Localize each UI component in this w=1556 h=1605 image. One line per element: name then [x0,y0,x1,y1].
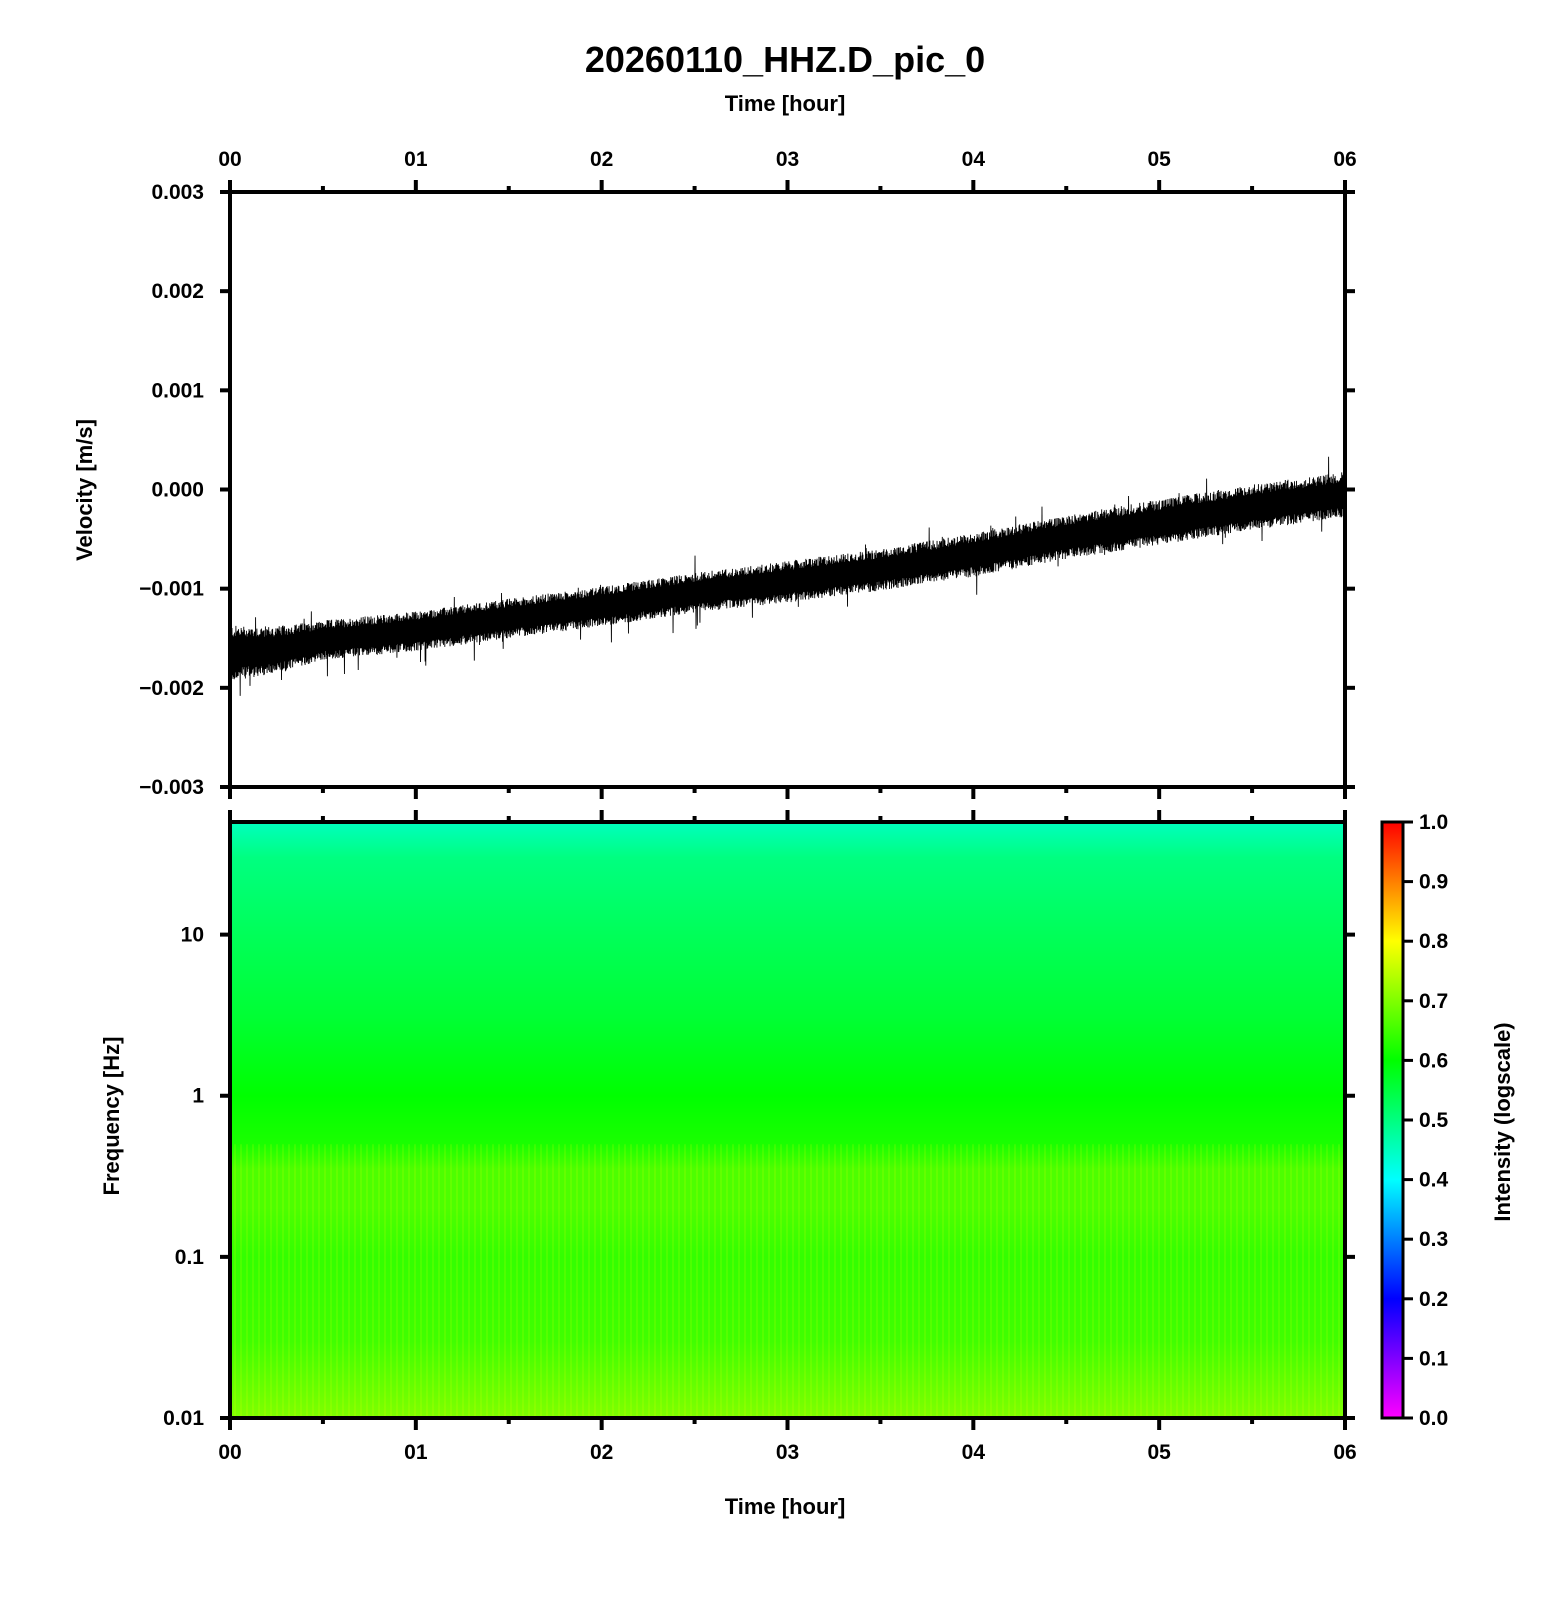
colorbar-gradient [1380,820,1405,1420]
bottom-x-tick-label: 05 [1147,1441,1171,1464]
colorbar-tick-label: 0.6 [1419,1049,1448,1072]
bottom-x-tick-label: 04 [962,1441,986,1464]
colorbar-tick-label: 0.7 [1419,990,1448,1013]
top-x-tick-label: 02 [590,148,613,171]
spectrogram-y-tick-label: 10 [181,924,204,947]
colorbar-label: Intensity (logscale) [1490,1022,1515,1221]
velocity-trace [229,456,1346,696]
colorbar-tick-label: 0.8 [1419,930,1449,953]
seismogram-y-tick-label: 0.000 [151,479,204,502]
colorbar-tick-label: 0.9 [1419,871,1448,894]
spectrogram-y-tick-label: 0.1 [175,1246,205,1269]
seismogram-panel: 0.003 0.002 0.001 0.000 −0.001 −0.002 −0.003 00… [139,148,1357,799]
bottom-x-tick-label: 00 [218,1441,241,1464]
chart-title: 20260110_HHZ.D_pic_0 [585,39,985,80]
seismogram-y-tick-label: −0.001 [139,578,204,601]
seismogram-y-axis-label: Velocity [m/s] [72,419,97,561]
top-x-tick-label: 00 [218,148,241,171]
spectrogram-panel: 10 1 0.1 0.01 00 01 02 03 04 05 06 [163,810,1357,1464]
colorbar-tick-label: 0.4 [1419,1169,1449,1192]
bottom-x-tick-label: 06 [1333,1441,1356,1464]
seismogram-frame [228,190,1347,789]
spectrogram-y-axis-label: Frequency [Hz] [99,1037,124,1196]
colorbar-tick-label: 0.1 [1419,1347,1449,1370]
colorbar-tick-label: 0.2 [1419,1288,1448,1311]
top-x-tick-label: 01 [404,148,428,171]
seismogram-y-tick-label: 0.001 [151,379,204,402]
bottom-x-axis-label: Time [hour] [725,1494,846,1519]
colorbar: 1.0 0.9 0.8 0.7 0.6 0.5 0.4 0.3 0.2 0.1 0.0 [1380,811,1449,1430]
colorbar-tick-label: 0.0 [1419,1407,1448,1430]
spectrogram-y-tick-label: 1 [192,1085,204,1108]
top-x-tick-label: 06 [1333,148,1356,171]
top-x-tick-label: 03 [776,148,799,171]
colorbar-tick-label: 0.5 [1419,1109,1449,1132]
top-x-tick-label: 05 [1147,148,1171,171]
colorbar-tick-label: 0.3 [1419,1228,1448,1251]
bottom-x-tick-label: 02 [590,1441,613,1464]
spectrogram-texture [230,1144,1345,1418]
spectrogram-y-tick-label: 0.01 [163,1407,204,1430]
seismogram-y-tick-label: −0.003 [139,776,204,799]
top-x-axis-label: Time [hour] [725,91,846,116]
top-x-tick-label: 04 [962,148,986,171]
seismogram-y-tick-label: −0.002 [139,677,204,700]
seismogram-y-tick-label: 0.003 [151,181,204,204]
bottom-x-tick-label: 01 [404,1441,428,1464]
colorbar-tick-label: 1.0 [1419,811,1448,834]
bottom-x-tick-label: 03 [776,1441,799,1464]
seismogram-y-tick-label: 0.002 [151,280,204,303]
